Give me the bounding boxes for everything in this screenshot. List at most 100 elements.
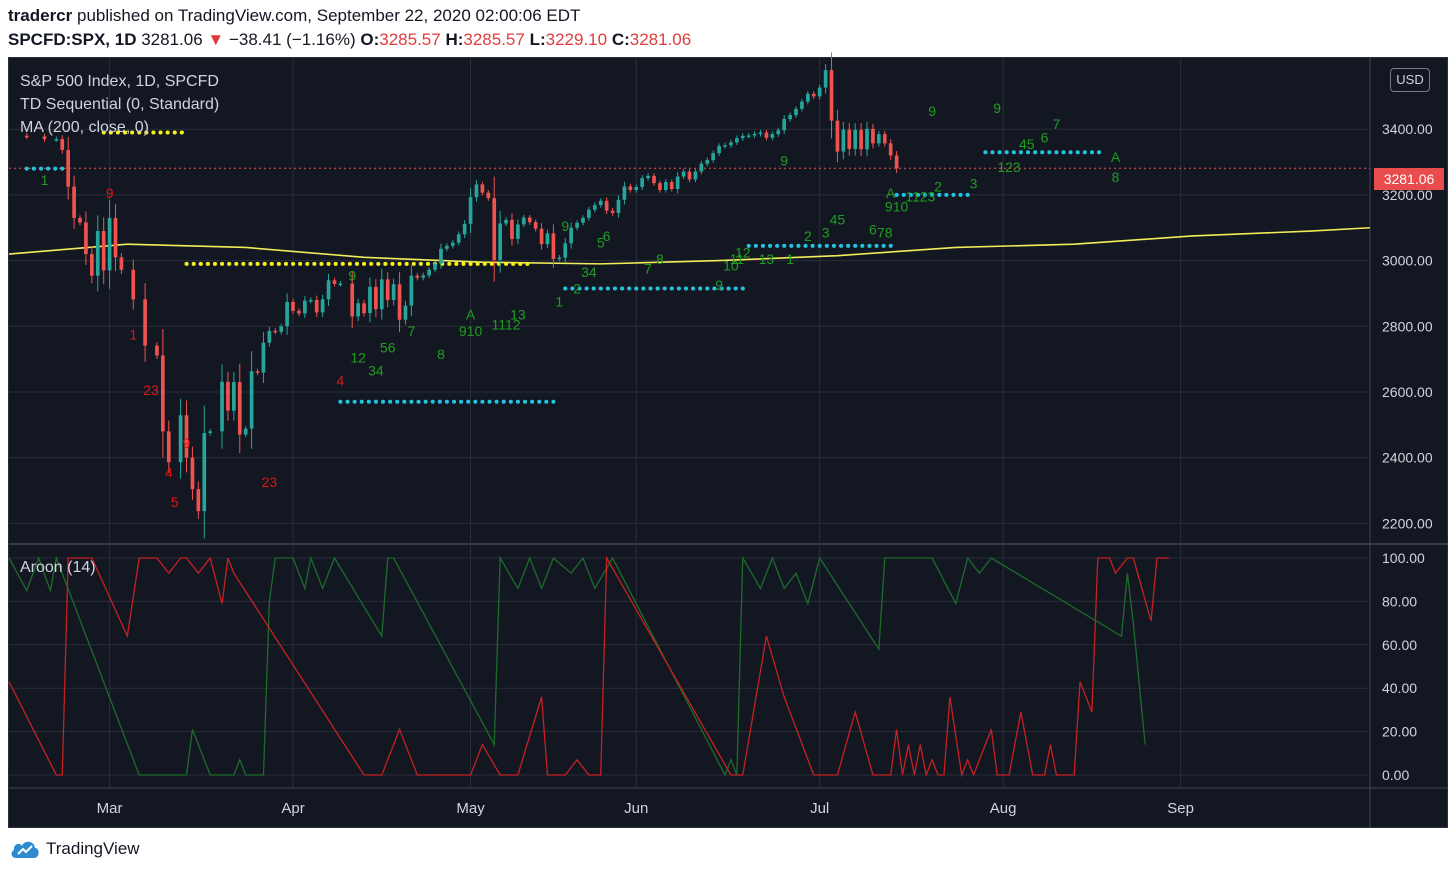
tradingview-logo[interactable]: TradingView: [10, 838, 140, 860]
ma200-line: [8, 226, 1371, 265]
aroon-up-line: [8, 555, 1146, 777]
td-count-label: 2: [804, 228, 812, 244]
candle-body: [717, 145, 721, 154]
candle-body: [504, 219, 508, 224]
candle-body: [699, 163, 704, 172]
td-count-label: 6: [603, 228, 611, 244]
candle-body: [776, 130, 781, 135]
candle-body: [669, 182, 674, 190]
td-count-label: 7: [644, 261, 652, 277]
candle-body: [592, 205, 597, 210]
price-change: −38.41 (−1.16%): [228, 30, 356, 49]
down-arrow-icon: ▼: [207, 30, 225, 49]
candle-body: [823, 70, 828, 88]
low-label: L:: [529, 30, 546, 49]
candle-body: [273, 330, 278, 333]
aroon-tick-label: 100.00: [1382, 550, 1425, 566]
candle-body: [829, 70, 834, 121]
td-count-label: 23: [262, 474, 278, 490]
td-count-label: 910: [885, 198, 909, 214]
candle-body: [634, 187, 639, 190]
currency-button[interactable]: USD: [1390, 68, 1430, 92]
td-count-label: 5: [171, 494, 179, 510]
candle-body: [243, 428, 248, 435]
high-value: 3285.57: [463, 30, 525, 49]
price-tick-label: 3000.00: [1382, 253, 1433, 269]
candle-body: [119, 257, 124, 270]
close-value: 3281.06: [629, 30, 692, 49]
candle-body: [788, 115, 792, 120]
td-count-label: 45: [1019, 136, 1035, 152]
td-count-label: 123: [997, 159, 1021, 175]
ma-legend[interactable]: MA (200, close, 0): [20, 119, 149, 136]
candle-body: [326, 280, 331, 300]
candle-body: [409, 275, 414, 306]
candle-body: [226, 381, 230, 411]
candle-body: [705, 160, 710, 164]
td-count-label: 9: [715, 277, 723, 293]
last-price-header: 3281.06: [141, 30, 203, 49]
candle-body: [450, 242, 455, 246]
candle-body: [113, 217, 118, 258]
candle-body: [764, 132, 769, 138]
candle-body: [510, 219, 514, 239]
td-count-label: 10: [723, 257, 739, 273]
candle-body: [486, 192, 491, 199]
candle-body: [261, 342, 266, 373]
td-count-label: 6: [869, 221, 877, 237]
main-series-legend[interactable]: S&P 500 Index, 1D, SPCFD: [20, 73, 219, 90]
candle-body: [853, 129, 858, 149]
author-name[interactable]: tradercr: [8, 6, 73, 25]
candle-body: [208, 431, 213, 433]
candle-body: [794, 108, 798, 116]
candle-body: [663, 182, 668, 190]
candle-body: [581, 217, 585, 223]
candle-body: [563, 243, 568, 258]
open-value: 3285.57: [379, 30, 441, 49]
td-count-label: A: [466, 307, 476, 323]
aroon-legend[interactable]: Aroon (14): [20, 559, 96, 576]
candle-body: [480, 184, 485, 193]
candle-body: [521, 217, 526, 225]
candle-body: [320, 299, 325, 313]
td-count-label: 5: [597, 234, 605, 250]
price-tick-label: 2400.00: [1382, 450, 1433, 466]
td-count-label: 4: [336, 372, 344, 388]
candle-body: [640, 178, 644, 188]
price-tick-label: 3200.00: [1382, 187, 1433, 203]
cloud-logo-icon: [11, 841, 39, 858]
aroon-tick-label: 0.00: [1382, 767, 1409, 783]
candle-body: [190, 457, 195, 490]
td-count-label: 56: [380, 340, 396, 356]
candle-body: [196, 489, 201, 512]
aroon-down-line: [8, 555, 1169, 778]
candle-body: [800, 101, 804, 109]
candle-body: [711, 153, 716, 161]
candle-body: [551, 233, 556, 259]
candle-body: [338, 283, 343, 286]
candle-body: [303, 300, 307, 314]
last-price-tag: 3281.06: [1374, 168, 1444, 190]
candle-body: [516, 224, 520, 239]
candle-body: [249, 371, 254, 429]
td-count-label: 45: [830, 211, 846, 227]
candle-body: [427, 269, 431, 276]
td-count-label: 2: [573, 280, 581, 296]
price-legend: S&P 500 Index, 1D, SPCFD TD Sequential (…: [20, 70, 219, 139]
td-count-label: 8: [656, 251, 664, 267]
candle-body: [462, 223, 467, 235]
td-count-label: 3: [970, 175, 978, 191]
td-count-label: 8: [437, 346, 445, 362]
candle-body: [285, 301, 289, 327]
price-tick-label: 3400.00: [1382, 121, 1433, 137]
candle-body: [729, 142, 733, 146]
aroon-tick-label: 60.00: [1382, 637, 1417, 653]
chart-frame[interactable]: [8, 57, 1448, 828]
td-sequential-legend[interactable]: TD Sequential (0, Standard): [20, 96, 220, 113]
candle-body: [492, 198, 497, 260]
candle-body: [60, 139, 65, 150]
candle-body: [385, 279, 390, 300]
td-count-label: 9: [780, 152, 788, 168]
candle-body: [752, 133, 757, 136]
